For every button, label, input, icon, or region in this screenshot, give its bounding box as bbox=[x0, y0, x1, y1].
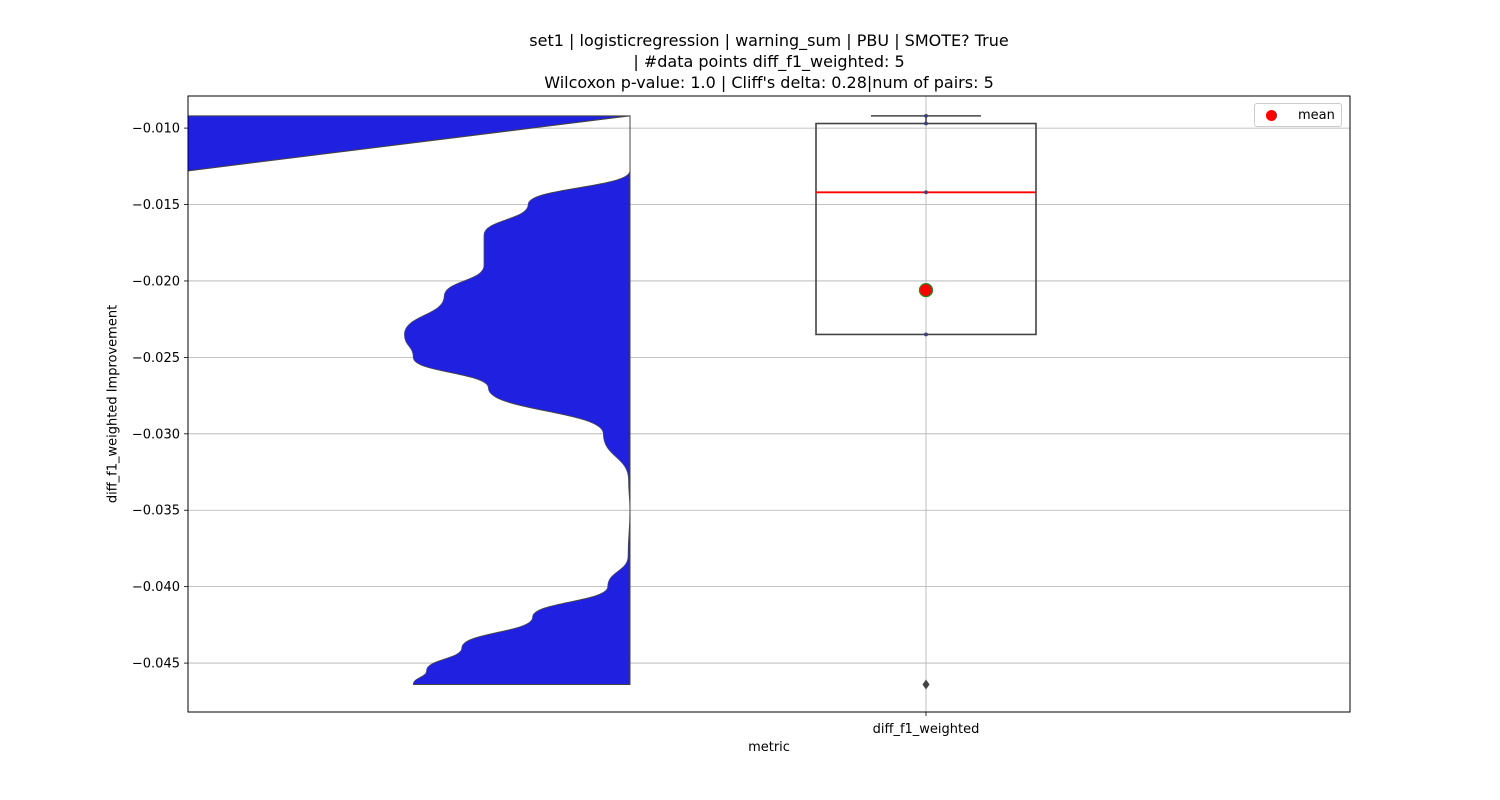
y-tick-label: −0.045 bbox=[132, 657, 180, 672]
axis-layer: −0.010 −0.015 −0.020 −0.025 −0.030 −0.035 −0.0… bbox=[132, 95, 1351, 737]
y-tick-label: −0.030 bbox=[132, 427, 180, 442]
x-tick-label: diff_f1_weighted bbox=[873, 722, 980, 737]
grid-layer bbox=[188, 96, 1350, 712]
data-point bbox=[924, 332, 928, 337]
legend: mean bbox=[1254, 103, 1342, 127]
y-axis-label: diff_f1_weighted Improvement bbox=[105, 304, 121, 504]
legend-mean-label: mean bbox=[1298, 108, 1335, 123]
data-point bbox=[924, 121, 928, 126]
y-tick-label: −0.010 bbox=[132, 122, 180, 137]
plot-frame bbox=[187, 95, 1351, 713]
outlier-marker bbox=[922, 679, 930, 690]
chart-title-line-2: | #data points diff_f1_weighted: 5 bbox=[633, 52, 905, 71]
legend-mean-marker bbox=[1266, 110, 1277, 121]
y-tick-label: −0.025 bbox=[132, 351, 180, 366]
x-axis-label: metric bbox=[748, 740, 790, 755]
chart-title-line-3: Wilcoxon p-value: 1.0 | Cliff's delta: 0… bbox=[544, 73, 994, 92]
violin-body bbox=[187, 115, 631, 685]
mean-marker bbox=[918, 282, 934, 298]
y-tick-label: −0.040 bbox=[132, 580, 180, 595]
data-point bbox=[924, 190, 928, 195]
y-tick-label: −0.020 bbox=[132, 274, 180, 289]
chart-title-line-1: set1 | logisticregression | warning_sum … bbox=[529, 31, 1009, 50]
violin-layer bbox=[187, 115, 631, 685]
y-tick-label: −0.035 bbox=[132, 504, 180, 519]
y-tick-label: −0.015 bbox=[132, 198, 180, 213]
box-plot-layer bbox=[815, 113, 1037, 690]
data-point bbox=[924, 113, 928, 118]
